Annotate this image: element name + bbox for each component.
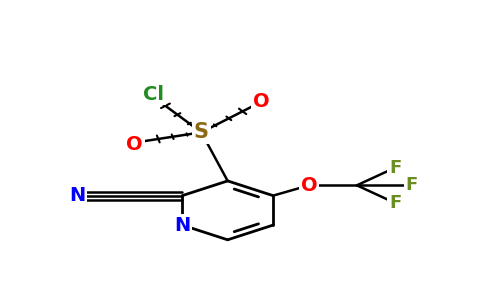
Text: F: F (389, 159, 401, 177)
Text: F: F (406, 176, 418, 194)
Text: O: O (253, 92, 270, 111)
Text: N: N (174, 216, 190, 235)
Text: O: O (301, 176, 318, 195)
Text: N: N (69, 186, 85, 205)
Text: Cl: Cl (143, 85, 164, 104)
Text: O: O (126, 135, 143, 154)
Text: F: F (389, 194, 401, 212)
Text: S: S (194, 122, 209, 142)
